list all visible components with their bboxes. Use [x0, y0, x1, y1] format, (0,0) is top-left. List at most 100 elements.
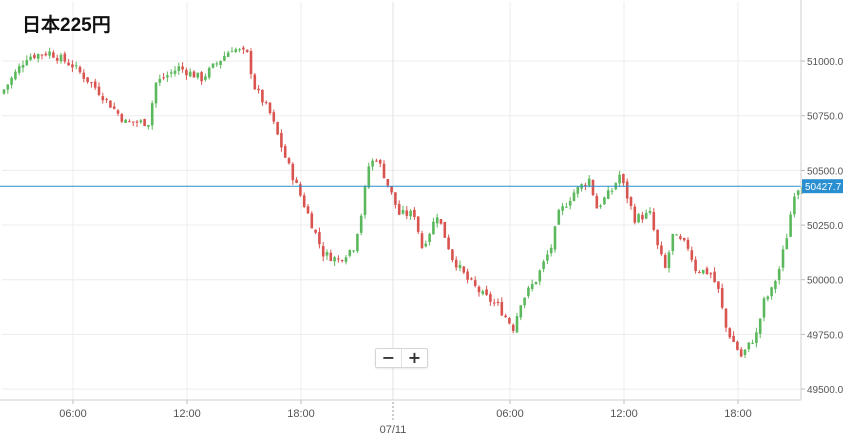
candle-body — [424, 243, 428, 247]
candle-body — [181, 66, 184, 70]
candle-body — [625, 181, 629, 199]
candle-body — [272, 112, 276, 122]
candle-body — [363, 186, 367, 216]
candle-body — [299, 184, 302, 196]
candle-body — [439, 219, 443, 224]
candle-body — [340, 260, 344, 262]
candle-body — [333, 257, 336, 262]
candle-body — [770, 287, 773, 297]
candle-body — [732, 335, 735, 342]
candle-body — [242, 47, 245, 50]
candle-body — [352, 250, 355, 252]
candle-body — [124, 119, 127, 123]
y-tick-label: 50500.0 — [807, 166, 844, 177]
candle-body — [656, 229, 659, 246]
candle-body — [234, 49, 238, 52]
candle-body — [268, 102, 272, 114]
candle-body — [36, 54, 40, 59]
candle-body — [641, 214, 644, 220]
candle-body — [432, 221, 435, 235]
candle-body — [561, 206, 564, 211]
candle-body — [185, 69, 188, 76]
candle-body — [226, 52, 230, 57]
candle-body — [648, 211, 652, 213]
zoom-controls: − + — [375, 348, 428, 368]
candle-body — [751, 343, 754, 345]
candle-body — [606, 190, 610, 199]
candle-body — [572, 192, 576, 201]
zoom-out-button[interactable]: − — [381, 348, 396, 367]
candle-body — [230, 51, 234, 53]
candle-body — [166, 75, 169, 78]
candle-body — [489, 294, 492, 302]
candle-body — [287, 158, 291, 164]
candle-body — [318, 232, 321, 245]
candle-body — [660, 245, 663, 255]
candle-body — [454, 259, 458, 268]
candle-body — [416, 216, 420, 232]
candle-body — [401, 210, 405, 214]
candle-body — [523, 297, 526, 306]
grid — [2, 2, 801, 400]
candle-body — [74, 65, 78, 67]
candle-body — [337, 258, 340, 260]
zoom-in-button[interactable]: + — [401, 349, 427, 367]
current-price-label-bg — [802, 179, 843, 194]
candle-body — [511, 324, 515, 331]
candle-body — [637, 214, 640, 223]
candle-body — [344, 257, 348, 262]
candle-body — [276, 122, 279, 135]
candle-body — [724, 308, 728, 328]
candle-body — [63, 53, 67, 62]
candle-body — [329, 252, 333, 261]
candle-body — [466, 271, 469, 280]
candle-body — [675, 234, 678, 236]
candle-body — [257, 88, 260, 91]
candle-body — [264, 101, 268, 103]
x-tick-label: 06:00 — [59, 408, 87, 420]
candle-body — [78, 66, 82, 73]
x-tick-label: 12:00 — [610, 408, 638, 420]
candle-body — [515, 316, 519, 333]
candle-body — [470, 278, 473, 280]
candle-body — [565, 206, 568, 208]
candle-body — [177, 66, 181, 72]
candle-body — [223, 55, 226, 61]
candle-body — [375, 160, 378, 162]
candle-body — [774, 281, 777, 290]
current-price-label: 50427.7 — [802, 179, 843, 194]
candle-body — [101, 96, 105, 101]
candle-body — [576, 186, 580, 194]
candle-body — [306, 206, 310, 214]
candle-body — [147, 125, 150, 127]
candle-body — [667, 252, 671, 269]
candle-body — [599, 205, 602, 207]
candle-body — [59, 54, 63, 62]
candle-body — [435, 217, 439, 224]
candle-body — [542, 261, 545, 270]
candle-body — [139, 120, 143, 123]
x-tick-label: 18:00 — [287, 408, 315, 420]
candle-body — [587, 178, 591, 186]
candle-body — [314, 229, 317, 233]
candle-body — [188, 71, 192, 77]
candle-body — [86, 77, 89, 83]
candle-body — [622, 173, 625, 184]
x-tick-label: 06:00 — [496, 408, 524, 420]
candle-body — [717, 281, 720, 289]
candle-body — [93, 81, 97, 88]
candle-body — [739, 349, 743, 357]
y-tick-label: 49750.0 — [807, 330, 844, 341]
candle-body — [135, 121, 139, 123]
candle-body — [766, 296, 770, 300]
y-tick-label: 49500.0 — [807, 385, 844, 396]
candle-body — [557, 209, 561, 225]
candle-body — [25, 59, 29, 66]
candle-body — [348, 249, 352, 256]
candle-body — [629, 197, 633, 207]
candle-body — [785, 238, 789, 250]
candle-body — [747, 342, 751, 350]
candle-body — [302, 195, 306, 207]
candle-body — [131, 121, 135, 123]
